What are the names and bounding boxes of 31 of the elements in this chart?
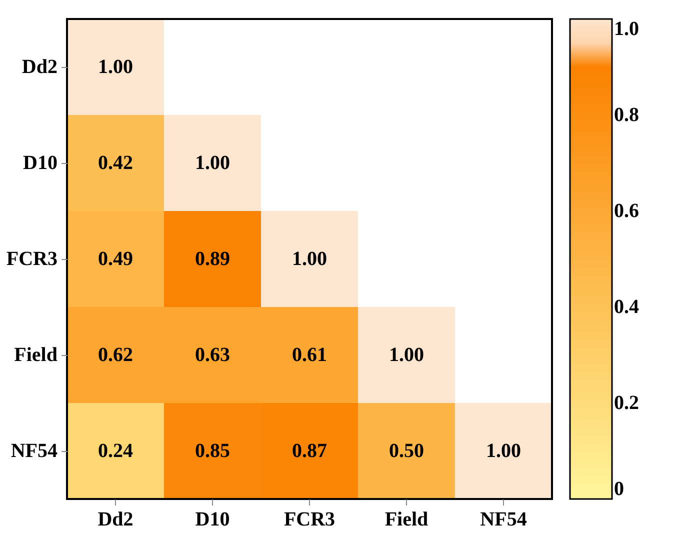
x-tick-label: D10	[195, 508, 230, 530]
x-tick-label: Dd2	[98, 508, 134, 530]
color-bar-label: 0.4	[614, 296, 639, 318]
y-tick-label: D10	[23, 152, 58, 174]
y-tick-label: Field	[14, 344, 58, 366]
data-label: 0.87	[292, 440, 327, 462]
color-bar-label: 1.0	[614, 18, 639, 40]
data-label: 1.00	[389, 344, 424, 366]
data-label: 0.49	[98, 248, 133, 270]
data-label: 0.42	[98, 152, 133, 174]
data-label: 0.61	[292, 344, 327, 366]
data-label: 0.63	[195, 344, 230, 366]
data-label: 0.85	[195, 440, 230, 462]
data-label: 1.00	[195, 152, 230, 174]
x-tick-label: NF54	[480, 508, 527, 530]
y-tick-label: Dd2	[22, 56, 58, 78]
data-label: 1.00	[292, 248, 327, 270]
color-bar-label: 0	[614, 478, 624, 500]
data-label: 1.00	[486, 440, 521, 462]
x-tick-label: FCR3	[284, 508, 336, 530]
data-label: 0.62	[98, 344, 133, 366]
x-tick-label: Field	[384, 508, 428, 530]
y-tick-label: NF54	[10, 440, 58, 462]
data-label: 0.89	[195, 248, 230, 270]
data-label: 1.00	[98, 56, 133, 78]
data-label: 0.50	[389, 440, 424, 462]
color-bar-label: 0.6	[614, 200, 639, 222]
data-label: 0.24	[98, 440, 133, 462]
y-tick-label: FCR3	[6, 248, 58, 270]
color-bar-label: 0.8	[614, 104, 639, 126]
color-bar-label: 0.2	[614, 392, 639, 414]
